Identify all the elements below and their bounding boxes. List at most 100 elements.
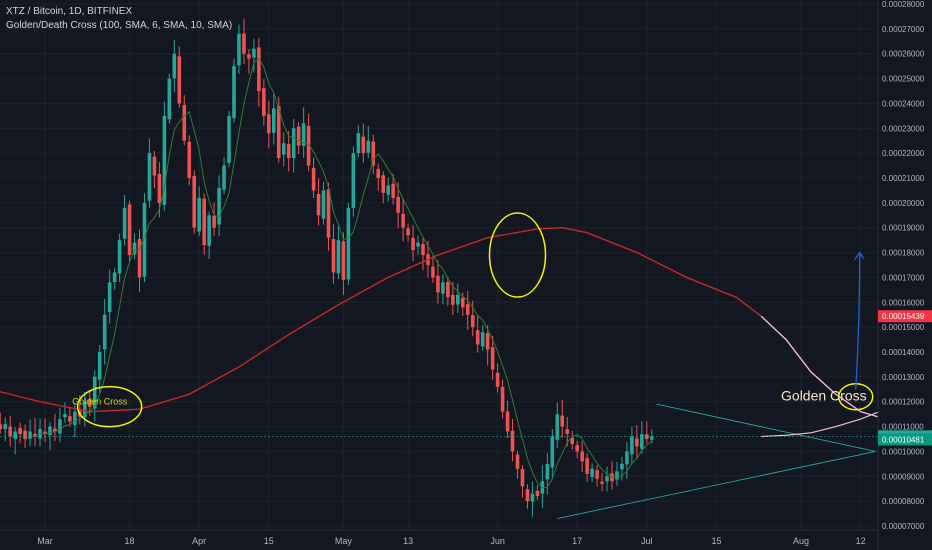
candle-body	[371, 141, 376, 166]
candle-body	[401, 213, 405, 228]
candle-body	[530, 493, 535, 502]
candle-body	[217, 187, 221, 225]
time-axis[interactable]: Mar 18 Apr 15 May 13 Jun 17 Jul 15 Aug 12	[0, 529, 878, 546]
candle-body	[177, 56, 182, 104]
candle-body	[82, 401, 87, 418]
time-tick-label: 13	[403, 536, 413, 546]
candle-body	[112, 272, 117, 282]
price-tick-label: 0.00012000	[882, 398, 925, 407]
candle-body	[212, 215, 216, 228]
price-tick-label: 0.00028000	[882, 0, 925, 9]
price-tick-label: 0.00023000	[882, 124, 925, 133]
candle-body	[565, 429, 570, 435]
candle-body	[640, 434, 644, 449]
candle-body	[18, 428, 22, 435]
time-tick-label: 15	[264, 536, 274, 546]
candle-body	[550, 436, 555, 468]
time-tick-label: Apr	[192, 536, 206, 546]
lower-trendline	[557, 450, 876, 519]
triangle-trendlines	[557, 403, 876, 519]
candle-body	[3, 424, 8, 430]
candle-body	[132, 242, 137, 255]
candle-body	[570, 437, 575, 444]
projection-short	[761, 408, 886, 438]
candle-body	[58, 419, 62, 434]
candle-body	[545, 463, 550, 480]
candle-body	[187, 141, 192, 178]
candle-body	[525, 489, 530, 502]
candle-body	[117, 240, 122, 274]
time-tick-label: Jun	[490, 536, 505, 546]
candle-body	[620, 463, 624, 470]
candle-body	[227, 115, 231, 163]
candle-body	[580, 451, 584, 462]
chart-legend: XTZ / Bitcoin, 1D, BITFINEX Golden/Death…	[6, 5, 232, 33]
candle-body	[600, 481, 604, 484]
candle-body	[197, 197, 201, 232]
candle-body	[555, 414, 560, 440]
candle-body	[386, 185, 390, 195]
candle-body	[296, 126, 301, 146]
candle-body	[167, 78, 172, 120]
candle-body	[336, 240, 341, 274]
candle-body	[615, 471, 619, 480]
candle-body	[520, 469, 525, 487]
candle-body	[291, 128, 296, 159]
time-tick-label: 17	[572, 536, 582, 546]
candle-body	[23, 430, 27, 439]
candle-body	[505, 411, 510, 432]
price-tick-label: 0.00008000	[882, 497, 925, 506]
candle-body	[271, 108, 276, 133]
time-tick-label: May	[335, 536, 353, 546]
price-axis[interactable]: 0.00028000 0.00027000 0.00026000 0.00025000…	[877, 0, 932, 550]
price-tick-label: 0.00025000	[882, 75, 925, 84]
price-tag-label: 0.00015439	[882, 312, 925, 321]
candle-body	[490, 347, 495, 370]
indicator-title[interactable]: Golden/Death Cross (100, SMA, 6, SMA, 10…	[6, 20, 233, 31]
candle-body	[0, 424, 3, 430]
upward-arrow	[855, 252, 861, 390]
candle-body	[431, 266, 435, 278]
candle-body	[43, 431, 47, 435]
candle-body	[356, 133, 361, 154]
candle-body	[68, 416, 72, 422]
price-tick-label: 0.00009000	[882, 472, 925, 481]
candle-body	[421, 243, 425, 256]
candle-body	[376, 169, 381, 178]
candle-body	[331, 239, 336, 273]
candle-body	[605, 476, 609, 482]
candle-body	[585, 458, 589, 474]
candle-body	[87, 399, 92, 407]
candle-body	[33, 434, 37, 437]
candle-body	[63, 414, 67, 418]
price-tick-label: 0.00015000	[882, 323, 925, 332]
candle-body	[351, 153, 356, 208]
candle-body	[361, 136, 366, 154]
upper-trendline	[656, 403, 876, 452]
candle-body	[560, 415, 565, 427]
candle-body	[73, 411, 77, 425]
time-tick-label: 18	[125, 536, 135, 546]
candle-body	[127, 204, 132, 256]
symbol-title[interactable]: XTZ / Bitcoin, 1D, BITFINEX	[6, 6, 133, 17]
candle-body	[202, 198, 206, 246]
candle-body	[406, 228, 410, 236]
time-tick-label: Mar	[37, 536, 53, 546]
candle-body	[92, 376, 97, 409]
candle-body	[28, 431, 32, 439]
price-axis-bg	[878, 0, 932, 550]
price-tag	[878, 433, 932, 446]
candle-body	[13, 431, 17, 439]
candle-body	[286, 144, 291, 159]
candle-body	[316, 193, 321, 216]
candle-body	[480, 332, 485, 347]
candle-body	[341, 241, 346, 280]
price-tick-label: 0.00014000	[882, 348, 925, 357]
time-tick-label: 12	[856, 536, 866, 546]
candle-body	[222, 165, 226, 190]
price-tick-label: 0.00018000	[882, 249, 925, 258]
candle-body	[237, 33, 241, 66]
candle-body	[625, 451, 629, 465]
